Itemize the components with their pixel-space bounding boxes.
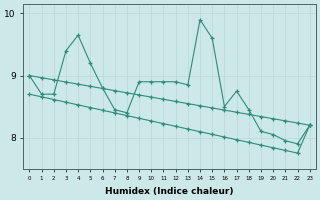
X-axis label: Humidex (Indice chaleur): Humidex (Indice chaleur) — [105, 187, 234, 196]
